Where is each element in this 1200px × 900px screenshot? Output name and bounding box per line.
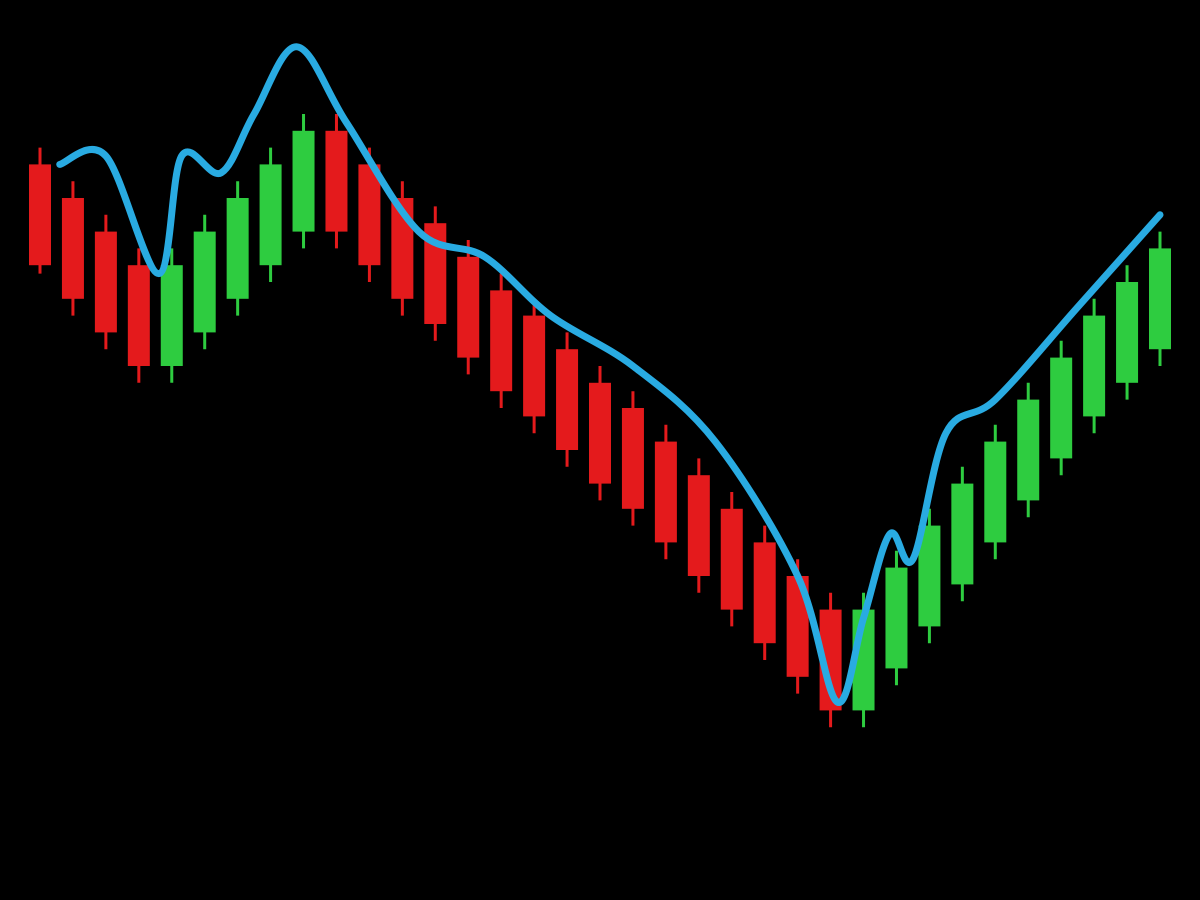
candle [1017, 383, 1039, 517]
candle-body [260, 164, 282, 265]
candle-body [1083, 316, 1105, 417]
candle [1083, 299, 1105, 433]
candle [95, 215, 117, 349]
candle [227, 181, 249, 315]
candle-body [622, 408, 644, 509]
candlestick-chart [0, 0, 1200, 900]
candle-body [293, 131, 315, 232]
candle-body [194, 232, 216, 333]
candle [457, 240, 479, 374]
candle-body [721, 509, 743, 610]
candle-body [490, 290, 512, 391]
candlestick-chart-svg [0, 0, 1200, 900]
candle-body [325, 131, 347, 232]
candle-body [95, 232, 117, 333]
candle [424, 206, 446, 340]
candle [490, 274, 512, 408]
candle [128, 248, 150, 382]
candle [556, 332, 578, 466]
candle [754, 526, 776, 660]
candle-body [984, 442, 1006, 543]
candle-body [885, 568, 907, 669]
candle-body [161, 265, 183, 366]
candle-body [1149, 248, 1171, 349]
candle [325, 114, 347, 248]
candle [984, 425, 1006, 559]
candle-body [1116, 282, 1138, 383]
candle [29, 148, 51, 274]
candle [62, 181, 84, 315]
candle [1116, 265, 1138, 399]
candle [523, 299, 545, 433]
candle-body [1050, 358, 1072, 459]
candle [951, 467, 973, 601]
candle [885, 551, 907, 685]
candle [688, 458, 710, 592]
candle-body [523, 316, 545, 417]
candle-body [1017, 400, 1039, 501]
candle-body [62, 198, 84, 299]
candle [1050, 341, 1072, 475]
candle-body [655, 442, 677, 543]
candle-body [556, 349, 578, 450]
candle [721, 492, 743, 626]
candle-body [754, 542, 776, 643]
candle-body [457, 257, 479, 358]
candle-body [589, 383, 611, 484]
candle [622, 391, 644, 525]
candle [655, 425, 677, 559]
candle-body [29, 164, 51, 265]
candle-body [227, 198, 249, 299]
candle [260, 148, 282, 282]
candle-body [951, 484, 973, 585]
candle [589, 366, 611, 500]
candle [194, 215, 216, 349]
candle-body [688, 475, 710, 576]
candle [293, 114, 315, 248]
candle-body [128, 265, 150, 366]
candle [1149, 232, 1171, 366]
